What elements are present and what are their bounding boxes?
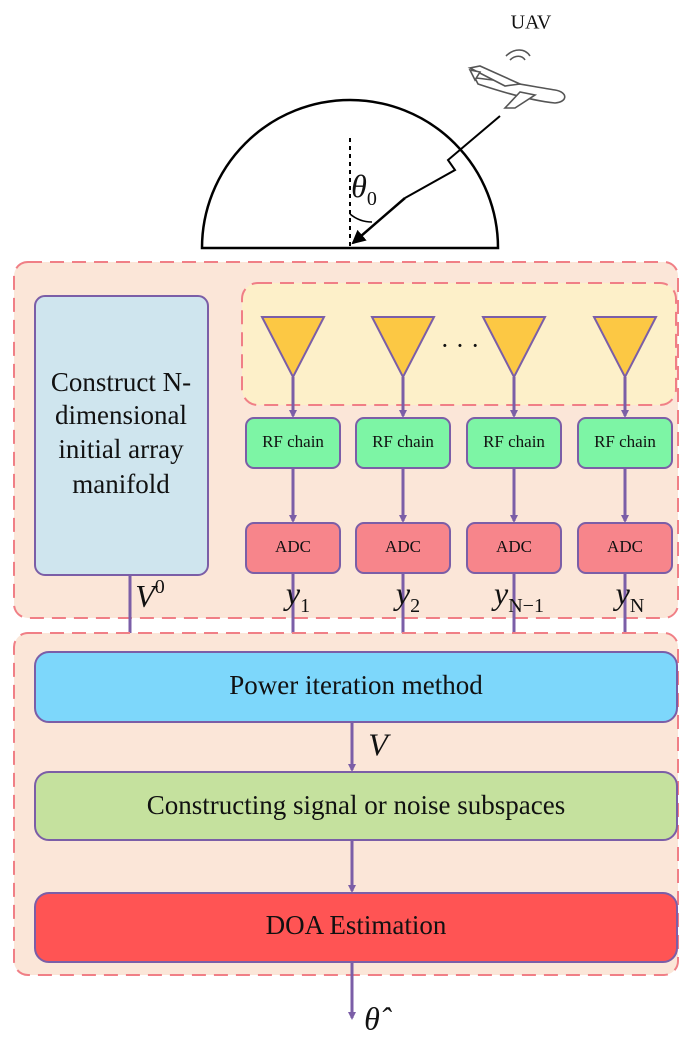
antenna-array	[241, 282, 677, 406]
antenna	[592, 316, 658, 380]
chain-output: y2	[393, 575, 420, 616]
antenna-gap: · · ·	[441, 331, 480, 360]
signal-path	[404, 115, 501, 199]
step-output: V	[368, 726, 391, 762]
adc-label: ADC	[385, 537, 421, 556]
chain-output: y1	[283, 575, 310, 616]
step-label: DOA Estimation	[266, 910, 447, 940]
manifold-line: manifold	[72, 469, 170, 499]
step-box	[34, 892, 678, 963]
step-box	[34, 651, 678, 723]
manifold-line: initial array	[58, 434, 184, 464]
step-label: Constructing signal or noise subspaces	[147, 790, 565, 820]
antenna	[260, 316, 326, 380]
result: θ̂	[364, 1000, 392, 1036]
signal-arrow	[351, 197, 406, 245]
angle-label: θ0	[351, 168, 377, 209]
angle-arc	[349, 213, 373, 223]
antenna	[370, 316, 436, 380]
step-label: Power iteration method	[229, 670, 483, 700]
manifold-line: Construct N-	[51, 367, 191, 397]
uav-label: UAV	[511, 12, 552, 34]
rf-chain-label: RF chain	[483, 432, 545, 451]
adc-label: ADC	[496, 537, 532, 556]
manifold-box	[34, 295, 209, 576]
chain-output: yN−1	[491, 575, 544, 616]
rf-chain-label: RF chain	[594, 432, 656, 451]
rf-chain-label: RF chain	[262, 432, 324, 451]
antenna	[481, 316, 547, 380]
manifold-line: dimensional	[55, 400, 187, 430]
chain-output: yN	[613, 575, 645, 616]
adc-label: ADC	[275, 537, 311, 556]
rf-chain-label: RF chain	[372, 432, 434, 451]
uav-icon	[467, 49, 566, 109]
manifold-output: V0	[135, 576, 165, 615]
adc-label: ADC	[607, 537, 643, 556]
step-box	[34, 771, 678, 841]
